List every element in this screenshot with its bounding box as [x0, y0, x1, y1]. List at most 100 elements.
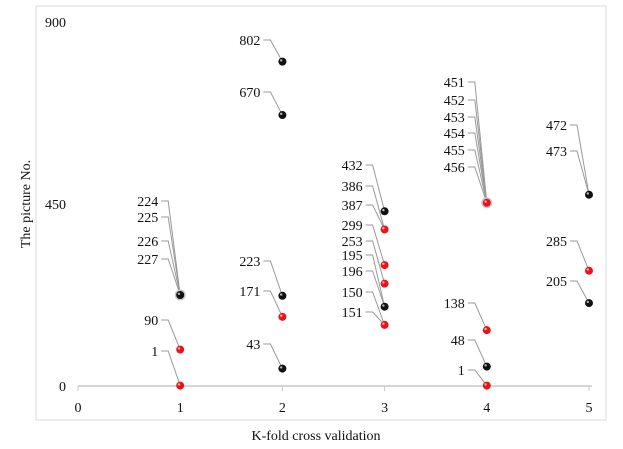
data-point-red [176, 345, 185, 354]
data-point-red [380, 279, 389, 288]
point-label: 224 [137, 195, 158, 210]
point-label: 226 [137, 235, 158, 250]
leader-line [365, 254, 386, 307]
point-label: 43 [246, 338, 260, 353]
x-axis-label: K-fold cross validation [251, 429, 380, 444]
leader-line [570, 124, 590, 195]
data-point-red [278, 312, 287, 321]
x-tick-label: 1 [177, 401, 184, 416]
x-tick-label: 0 [75, 401, 82, 416]
data-point-black [585, 190, 593, 199]
leader-line [263, 290, 283, 318]
leader-line [263, 39, 283, 62]
leader-line [263, 91, 283, 116]
point-highlight [382, 322, 385, 325]
data-point-black [585, 299, 593, 308]
leader-line [263, 260, 283, 296]
leader-line [365, 164, 386, 212]
y-tick-label: 450 [45, 198, 66, 213]
leader-line [161, 258, 181, 296]
leader-line [467, 116, 488, 203]
leader-line [365, 240, 386, 284]
y-tick-label: 0 [59, 380, 66, 395]
point-highlight [177, 347, 181, 350]
data-point-black [278, 291, 287, 300]
point-label: 473 [546, 145, 567, 160]
leader-line [467, 302, 488, 331]
point-highlight [280, 314, 283, 317]
point-label: 455 [444, 144, 465, 159]
point-label: 227 [137, 253, 158, 268]
point-label: 171 [239, 285, 260, 300]
point-highlight [484, 200, 487, 203]
point-label: 451 [444, 76, 465, 91]
point-label: 195 [342, 249, 363, 264]
data-point-black [482, 362, 491, 371]
leader-line [161, 240, 181, 296]
y-axis-label: The picture No. [19, 160, 34, 248]
point-highlight [382, 281, 385, 284]
point-highlight [382, 227, 385, 230]
leader-line [467, 149, 488, 203]
data-point-red [482, 381, 491, 390]
data-point-black [278, 57, 287, 66]
point-highlight [484, 383, 487, 386]
leader-line [467, 99, 488, 203]
data-point-red [380, 261, 389, 270]
x-tick-label: 5 [586, 401, 593, 416]
leader-line [467, 369, 488, 386]
leader-line [570, 240, 590, 271]
point-highlight [484, 364, 487, 367]
point-label: 452 [444, 94, 465, 109]
point-label: 150 [342, 286, 363, 301]
y-tick-label: 900 [45, 16, 66, 31]
point-label: 1 [151, 345, 158, 360]
leader-line [570, 280, 590, 304]
data-point-red [482, 326, 491, 335]
data-point-black [278, 111, 287, 120]
point-highlight [177, 383, 181, 386]
data-point-red [380, 225, 389, 234]
point-highlight [484, 327, 487, 331]
leader-line [161, 319, 181, 350]
point-label: 387 [342, 199, 363, 214]
leader-line [365, 291, 386, 326]
point-highlight [382, 262, 385, 266]
point-label: 299 [342, 219, 363, 234]
point-label: 453 [444, 111, 465, 126]
data-point-red [585, 266, 593, 275]
x-tick-label: 4 [483, 401, 490, 416]
data-point-red [176, 381, 185, 390]
leader-line [467, 166, 488, 203]
leader-line [365, 311, 385, 326]
data-point-black [176, 291, 185, 299]
leader-line [365, 185, 386, 230]
point-highlight [177, 292, 181, 295]
point-label: 472 [546, 119, 567, 134]
leader-line [263, 343, 283, 369]
data-point-red [482, 198, 491, 207]
point-highlight [586, 192, 589, 195]
point-label: 670 [239, 86, 260, 101]
point-label: 285 [546, 235, 567, 250]
leader-line [161, 216, 181, 296]
x-tick-label: 3 [381, 401, 388, 416]
chart-frame [35, 5, 607, 421]
leader-line [161, 200, 181, 296]
data-point-black [380, 207, 389, 216]
leader-line [365, 224, 386, 266]
point-label: 1 [458, 364, 465, 379]
point-highlight [280, 293, 283, 296]
leader-line [467, 81, 488, 203]
point-label: 253 [342, 235, 363, 250]
point-highlight [280, 59, 283, 62]
data-point-black [278, 364, 287, 373]
point-highlight [280, 112, 283, 116]
leader-line [365, 204, 386, 230]
point-label: 48 [451, 334, 465, 349]
point-label: 456 [444, 161, 465, 176]
point-label: 802 [239, 34, 260, 49]
point-label: 90 [144, 314, 158, 329]
